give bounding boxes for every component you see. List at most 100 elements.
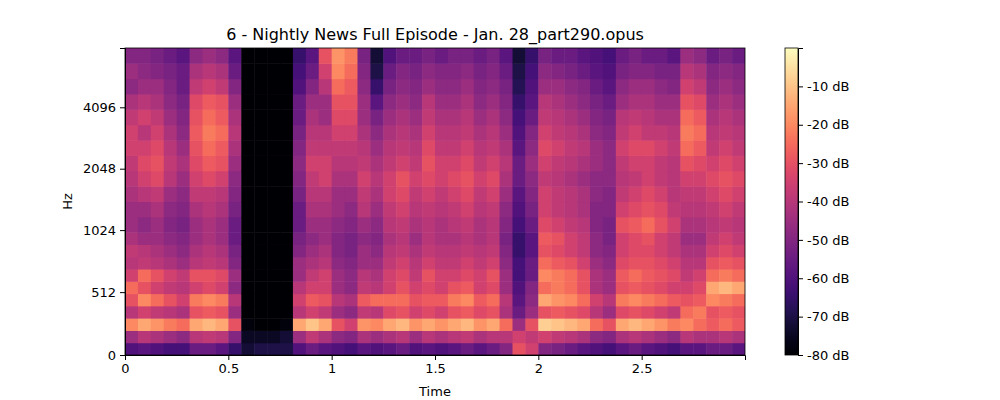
cell [642,306,655,319]
cell [513,171,526,187]
cell [435,48,448,64]
cell [190,79,203,95]
cell [358,48,371,64]
tick-label: 0 [108,348,116,363]
cell [177,244,190,257]
cell [564,343,577,355]
cell [590,79,603,95]
cell [590,63,603,79]
cell [332,171,345,187]
cell [513,217,526,233]
cell [719,125,732,141]
cell [383,232,396,245]
cell [280,186,293,202]
cell [461,306,474,319]
cell [487,186,500,202]
tick-label: 4096 [83,100,116,115]
cell [383,63,396,79]
cell [358,140,371,156]
cell [409,281,422,294]
cell [706,232,719,245]
cell [254,306,267,319]
cell [228,257,241,270]
cell [590,140,603,156]
tick-mark [120,230,125,231]
cell [500,94,513,110]
cell [461,269,474,282]
cell [629,63,642,79]
cell [190,202,203,218]
cell [629,79,642,95]
cell [215,281,228,294]
cell [267,109,280,125]
tick: 2.5 [632,355,653,376]
cell [577,48,590,64]
cell [435,269,448,282]
cell [616,330,629,343]
cell [461,244,474,257]
cell [435,257,448,270]
cell [655,155,668,171]
cell [551,125,564,141]
cell [164,269,177,282]
cell [306,140,319,156]
cell [693,244,706,257]
title: 6 - Nightly News Full Episode - Jan. 28_… [226,25,644,45]
cell [125,318,138,331]
cell [267,306,280,319]
cell [435,306,448,319]
cell [577,186,590,202]
cell [345,79,358,95]
cell [706,48,719,64]
tick-mark [228,355,229,360]
cell [254,217,267,233]
cell [358,294,371,307]
cell [590,48,603,64]
tick-mark [798,240,803,241]
cell [564,232,577,245]
cell [138,318,151,331]
cell [383,343,396,355]
tick-label: -20 dB [807,117,850,132]
cell [525,281,538,294]
cell [164,125,177,141]
cell [564,125,577,141]
cell [422,63,435,79]
cell [538,343,551,355]
cell [241,343,254,355]
cell [577,171,590,187]
cell [435,125,448,141]
cell [513,109,526,125]
cell [564,63,577,79]
cell [680,63,693,79]
cell [487,281,500,294]
cell [603,244,616,257]
cell [215,171,228,187]
cell [190,343,203,355]
cell [603,330,616,343]
cell [203,343,216,355]
cell [513,140,526,156]
cell [474,63,487,79]
cell [293,186,306,202]
cell [138,330,151,343]
cell [383,269,396,282]
cell [254,109,267,125]
cell [655,94,668,110]
cell [203,140,216,156]
cell [177,155,190,171]
cell [396,306,409,319]
cell [358,63,371,79]
cell [474,281,487,294]
cell [500,244,513,257]
cell [409,318,422,331]
tick-label: -30 dB [807,156,850,171]
cell [345,330,358,343]
cell [668,232,681,245]
cell [538,281,551,294]
cell [280,140,293,156]
cell [228,330,241,343]
cell [642,217,655,233]
cell [370,318,383,331]
cell [603,294,616,307]
